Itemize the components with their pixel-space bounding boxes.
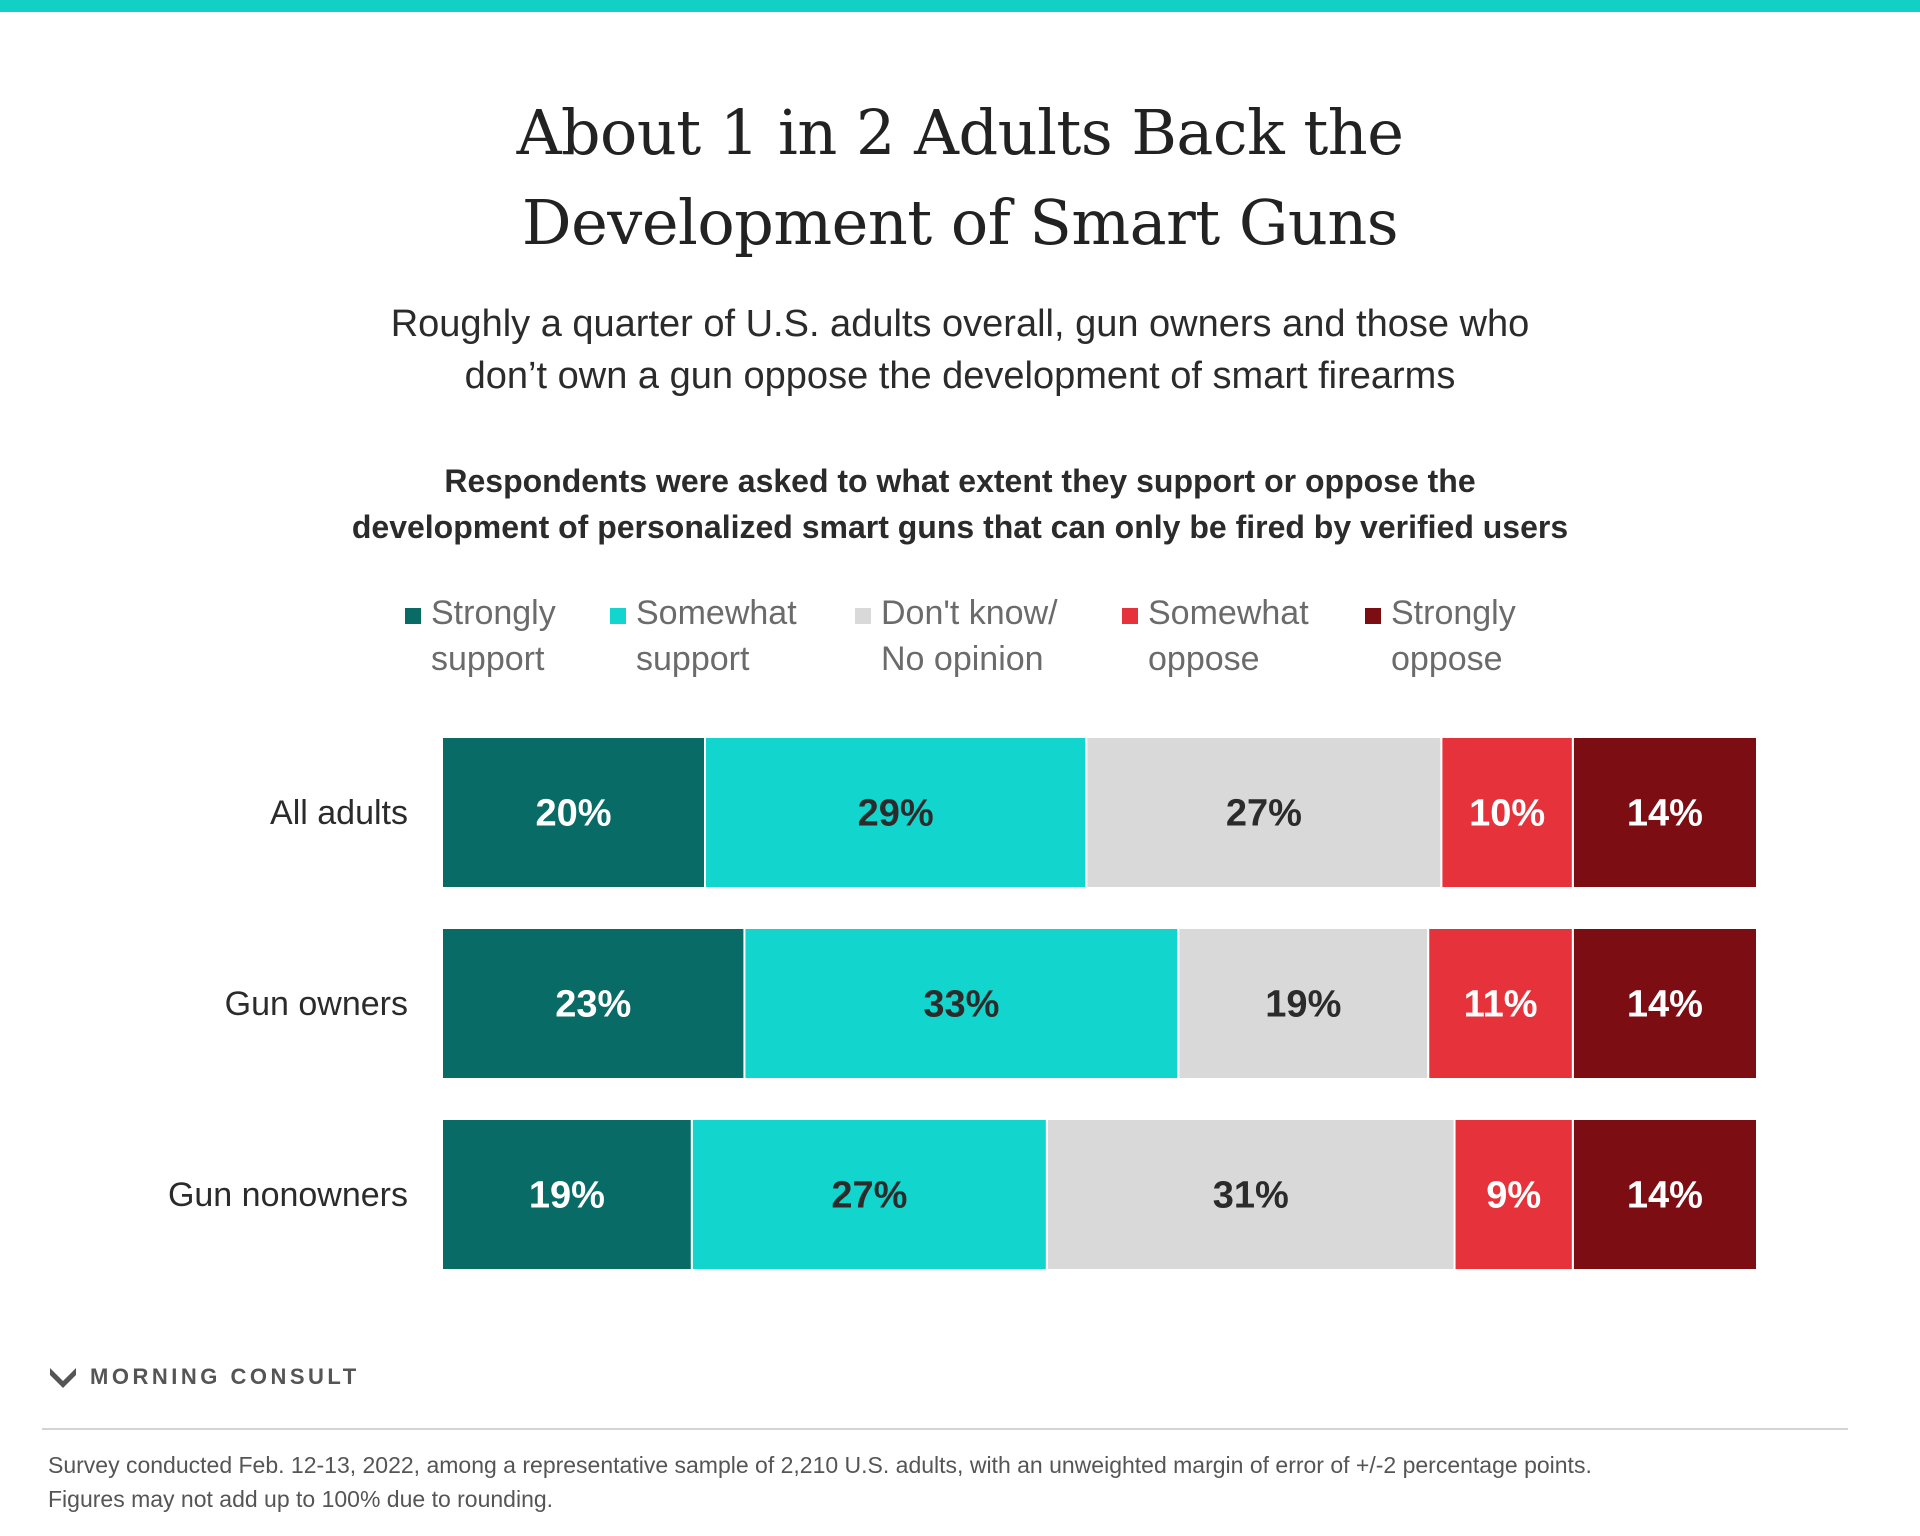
legend-swatch [610, 608, 626, 624]
data-label: 9% [1486, 1175, 1541, 1217]
legend-swatch [855, 608, 871, 624]
legend-swatch [1365, 608, 1381, 624]
footnote: Survey conducted Feb. 12-13, 2022, among… [48, 1448, 1868, 1516]
survey-question: Respondents were asked to what extent th… [200, 458, 1720, 550]
brand-logo: MORNING CONSULT [48, 1364, 360, 1390]
legend-label: Strongly oppose [1391, 594, 1516, 678]
bar-segment [1571, 736, 1759, 889]
data-label: 19% [529, 1175, 605, 1217]
legend-item: Somewhat oppose [1122, 590, 1309, 682]
data-label: 11% [1464, 984, 1538, 1026]
bar-segment [1571, 927, 1759, 1080]
morning-consult-logo-icon [50, 1368, 76, 1388]
brand-name: MORNING CONSULT [90, 1364, 360, 1389]
data-label: 19% [1265, 984, 1341, 1026]
data-label: 10% [1469, 793, 1545, 835]
legend-label: Somewhat oppose [1148, 594, 1309, 678]
stacked-bar-chart: 20% 29% 27% 10% 14% 23% 33% 19% 11% 14% 19% 27% 31% 9… [0, 720, 1920, 1280]
legend-item: Strongly oppose [1365, 590, 1516, 682]
title-line-2: Development of Smart Guns [521, 186, 1399, 259]
data-label: 33% [923, 984, 999, 1026]
bar-segment [1440, 736, 1574, 889]
chart-legend: Strongly support Somewhat support Don't kn… [0, 590, 1920, 690]
legend-item: Strongly support [405, 590, 556, 682]
subtitle: Roughly a quarter of U.S. adults overall… [260, 298, 1660, 402]
title-line-1: About 1 in 2 Adults Back the [516, 96, 1404, 169]
data-label: 14% [1627, 984, 1703, 1026]
legend-item: Somewhat support [610, 590, 797, 682]
legend-swatch [405, 608, 421, 624]
legend-label: Strongly support [431, 594, 556, 678]
subtitle-line-1: Roughly a quarter of U.S. adults overall… [390, 303, 1530, 345]
bar-segment [1453, 1118, 1574, 1271]
bar-segment [1045, 1118, 1456, 1271]
data-label: 23% [555, 984, 631, 1026]
data-label: 14% [1627, 793, 1703, 835]
bar-segment [441, 736, 706, 889]
bar-segment [743, 927, 1180, 1080]
footnote-line-1: Survey conducted Feb. 12-13, 2022, among… [48, 1452, 1592, 1478]
chart-svg: 20% 29% 27% 10% 14% 23% 33% 19% 11% 14% 19% 27% 31% 9… [441, 736, 1759, 1271]
top-accent-rule [0, 0, 1920, 12]
legend-item: Don't know/ No opinion [855, 590, 1058, 682]
question-line-1: Respondents were asked to what extent th… [444, 463, 1476, 499]
legend-label: Somewhat support [636, 594, 797, 678]
data-label: 29% [858, 793, 934, 835]
bar-segment [441, 927, 746, 1080]
bar-segment [704, 736, 1088, 889]
footnote-line-2: Figures may not add up to 100% due to ro… [48, 1486, 554, 1512]
bar-segment [1571, 1118, 1759, 1271]
question-line-2: development of personalized smart guns t… [351, 509, 1569, 545]
subtitle-line-2: don’t own a gun oppose the development o… [464, 355, 1456, 397]
data-label: 27% [831, 1175, 907, 1217]
bar-segment [690, 1118, 1048, 1271]
data-label: 20% [535, 793, 611, 835]
page-title: About 1 in 2 Adults Back the Development… [0, 88, 1920, 268]
category-label: All adults [270, 793, 408, 832]
category-label: Gun owners [224, 984, 408, 1023]
legend-label: Don't know/ No opinion [881, 594, 1058, 678]
bar-segment [1085, 736, 1443, 889]
data-label: 27% [1226, 793, 1302, 835]
legend-swatch [1122, 608, 1138, 624]
category-label: Gun nonowners [167, 1175, 408, 1214]
data-label: 14% [1627, 1175, 1703, 1217]
data-label: 31% [1213, 1175, 1289, 1217]
bar-segment [1427, 927, 1574, 1080]
bar-segment [1177, 927, 1430, 1080]
footer-divider [42, 1428, 1848, 1430]
